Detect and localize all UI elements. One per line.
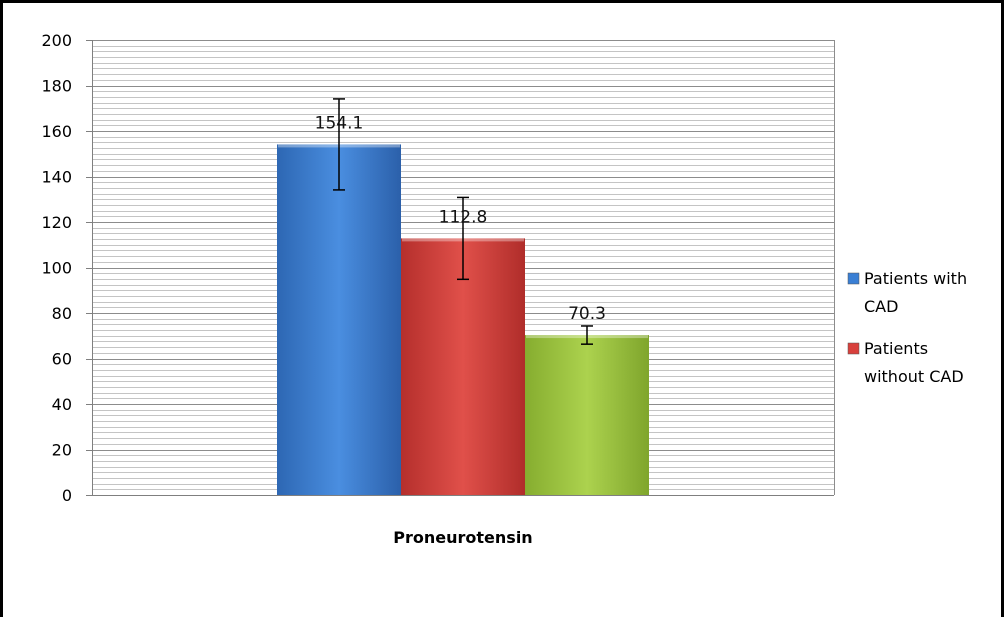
legend-label-1: without CAD: [864, 367, 964, 386]
x-axis: Proneurotensin: [92, 495, 834, 547]
category-label: Proneurotensin: [393, 528, 532, 547]
bar-1: [401, 238, 525, 495]
y-tick-label: 60: [52, 350, 72, 369]
y-tick-label: 20: [52, 441, 72, 460]
legend-label-0: Patients with: [864, 269, 967, 288]
legend-label-0: CAD: [864, 297, 898, 316]
y-tick-label: 120: [41, 213, 72, 232]
y-axis: 0 20 40 60 80 100 120 140 160 180 200: [41, 31, 93, 505]
legend: Patients with CAD Patients without CAD: [847, 269, 967, 386]
y-tick-label: 180: [41, 77, 72, 96]
y-tick-label: 40: [52, 395, 72, 414]
legend-swatch-1: [847, 342, 860, 355]
data-label-0: 154.1: [315, 113, 364, 133]
bar-2: [525, 335, 649, 495]
y-tick-label: 160: [41, 122, 72, 141]
error-bars: [333, 98, 593, 345]
y-tick-label: 80: [52, 304, 72, 323]
legend-swatch-0: [847, 272, 860, 285]
y-tick-label: 200: [41, 31, 72, 50]
bar-0: [277, 144, 401, 496]
legend-label-1: Patients: [864, 339, 928, 358]
y-tick-label: 0: [62, 486, 72, 505]
y-tick-label: 100: [41, 259, 72, 278]
y-tick-label: 140: [41, 168, 72, 187]
data-label-2: 70.3: [568, 304, 606, 324]
data-label-1: 112.8: [439, 207, 488, 227]
data-labels: 154.1 112.8 70.3: [315, 113, 606, 324]
